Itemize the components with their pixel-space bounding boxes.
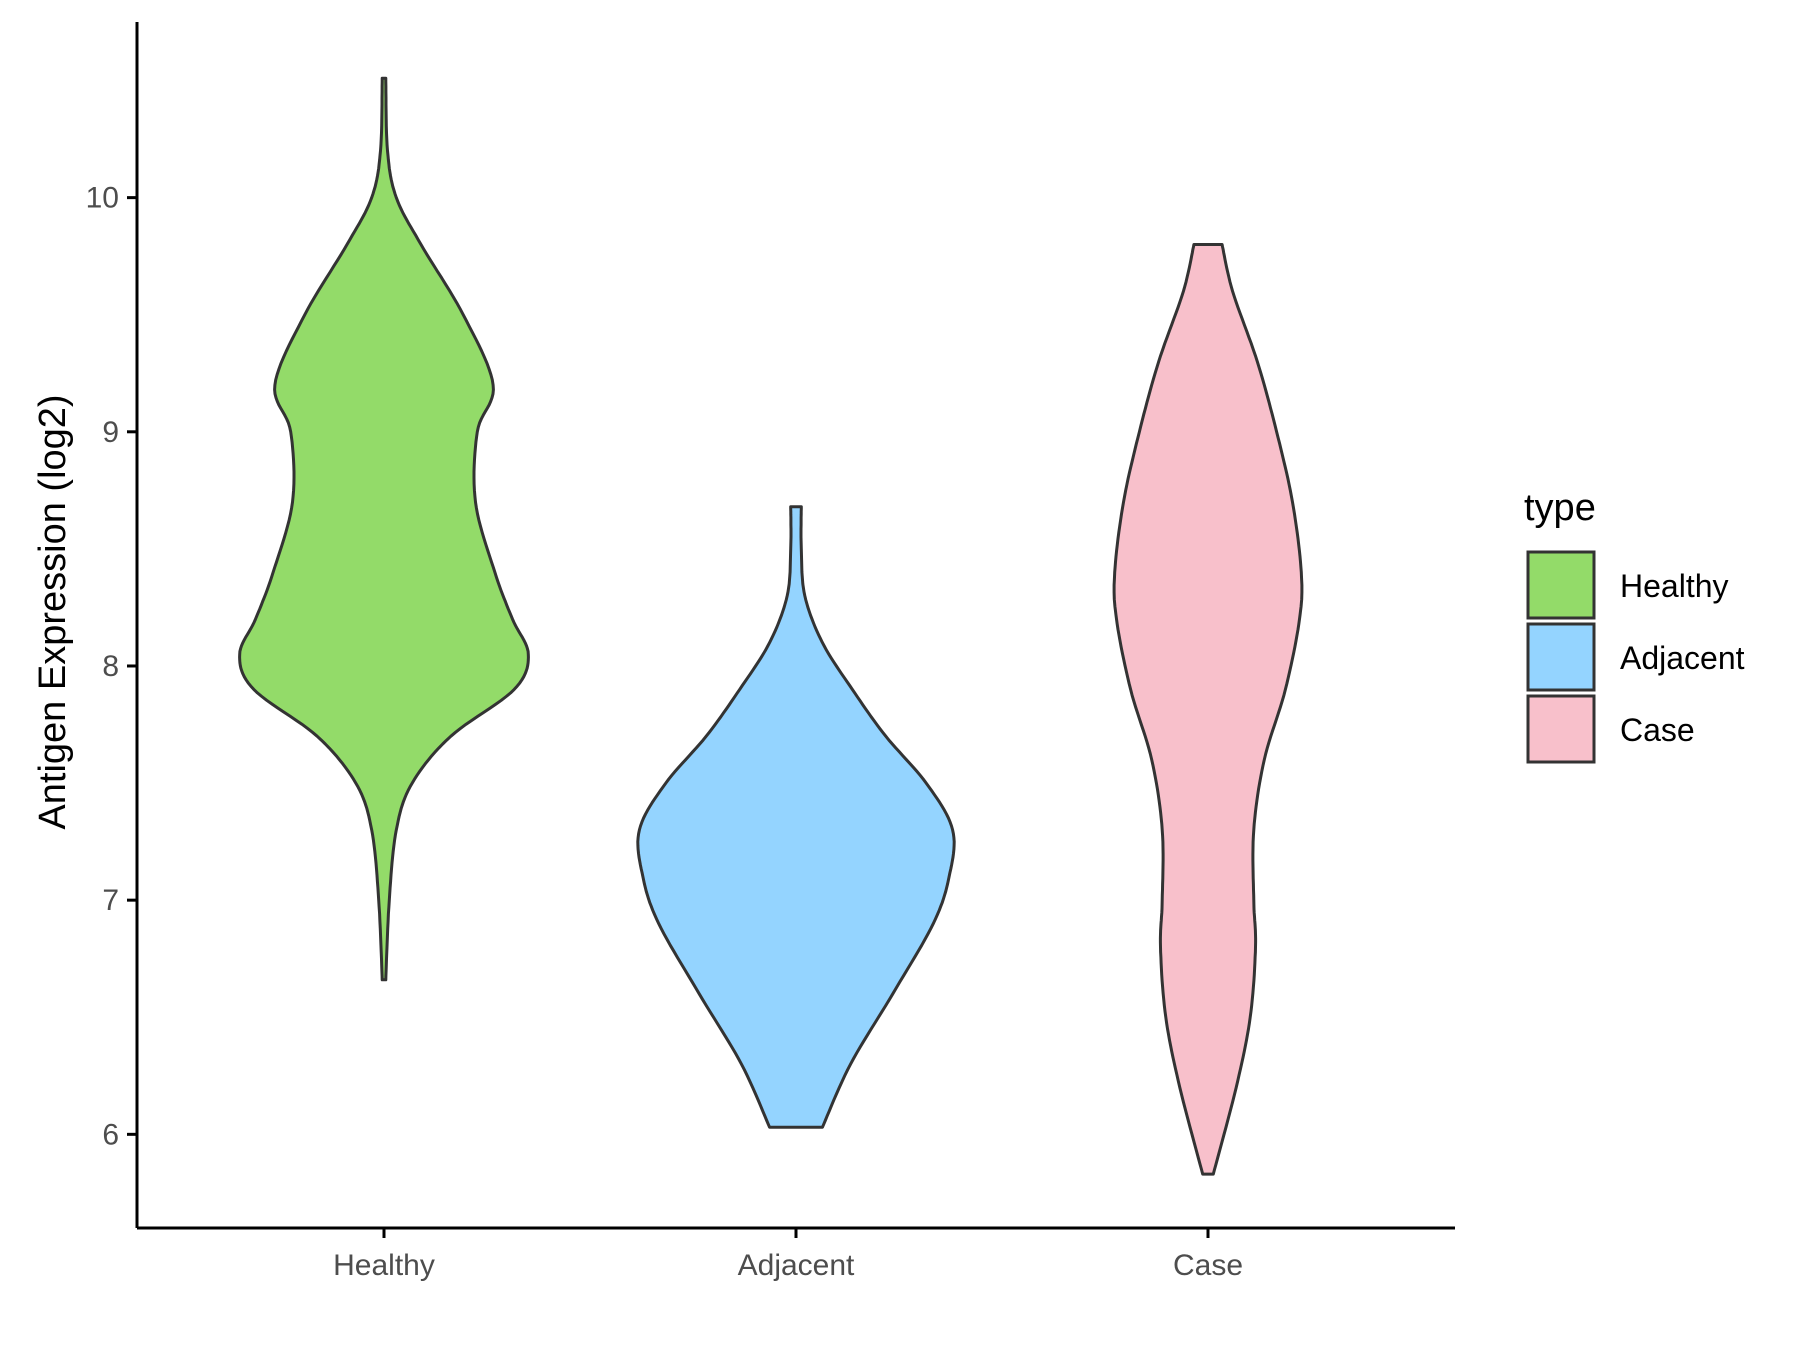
legend-title: type [1524, 487, 1596, 529]
x-tick-label: Healthy [333, 1249, 435, 1282]
violin-adjacent [636, 505, 956, 1129]
legend: type Healthy Adjacent Case [1524, 487, 1745, 764]
y-tick-label: 6 [102, 1118, 119, 1151]
violin-case [1112, 243, 1304, 1176]
legend-swatch-case [1526, 694, 1596, 764]
y-axis-title: Antigen Expression (log2) [32, 394, 74, 829]
violin-healthy [238, 76, 530, 982]
axes: 6 7 8 9 10 Healthy Adjacent Case [86, 22, 1455, 1282]
legend-swatch-healthy [1526, 550, 1596, 620]
legend-label-healthy: Healthy [1620, 568, 1729, 604]
legend-items: Healthy Adjacent Case [1526, 550, 1745, 764]
x-ticks: Healthy Adjacent Case [333, 1228, 1243, 1282]
x-tick-label: Case [1173, 1249, 1243, 1282]
y-tick-label: 7 [102, 884, 119, 917]
violin-layer [238, 76, 1304, 1176]
legend-label-adjacent: Adjacent [1620, 640, 1745, 676]
y-tick-label: 9 [102, 416, 119, 449]
legend-label-case: Case [1620, 712, 1695, 748]
y-tick-label: 8 [102, 650, 119, 683]
x-tick-label: Adjacent [738, 1249, 855, 1282]
legend-swatch-adjacent [1526, 622, 1596, 692]
y-tick-label: 10 [86, 182, 119, 215]
y-ticks: 6 7 8 9 10 [86, 182, 137, 1151]
